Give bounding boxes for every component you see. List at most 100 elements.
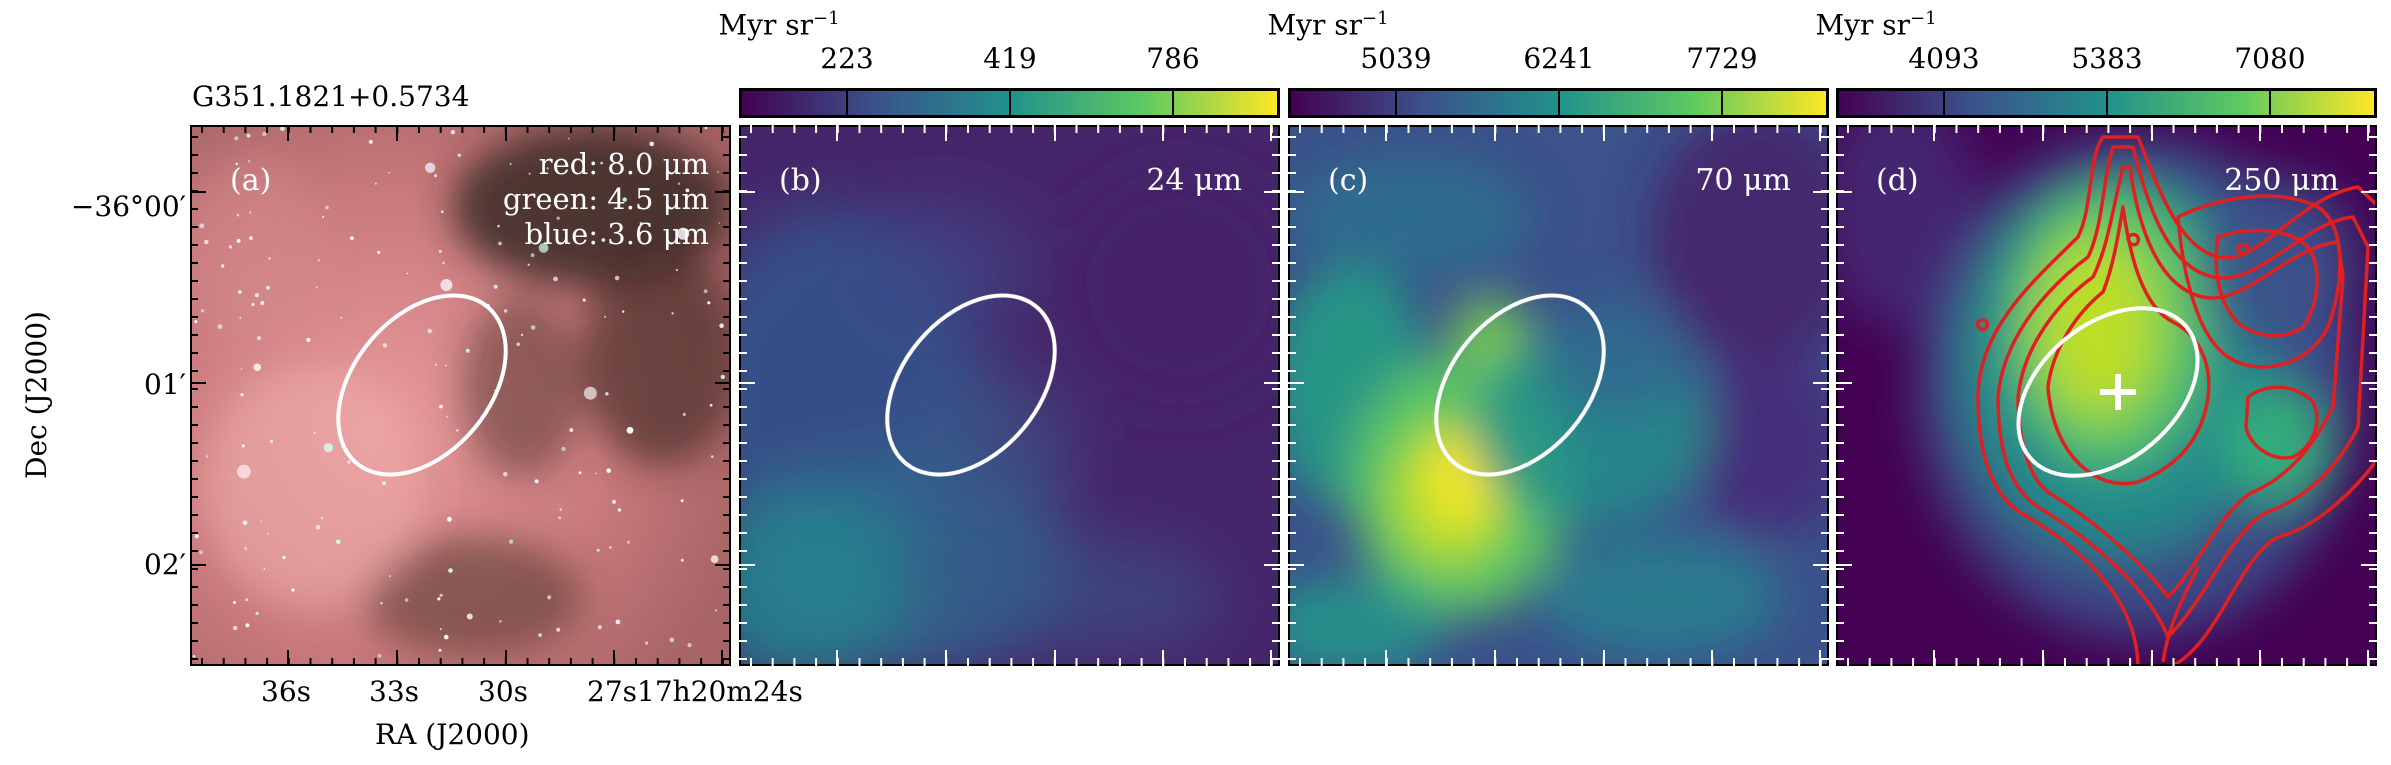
x-tick-label: 17h20m24s: [637, 675, 803, 708]
star: [569, 428, 574, 432]
x-tick-label: 36s: [261, 675, 311, 708]
star: [263, 568, 266, 570]
star: [323, 443, 334, 453]
star: [241, 444, 245, 448]
panel-tag: (c): [1328, 163, 1369, 198]
star: [614, 275, 620, 281]
star: [247, 160, 251, 163]
star: [583, 386, 597, 400]
aperture-ellipse: [2016, 306, 2200, 478]
star: [237, 464, 251, 479]
star: [499, 620, 502, 623]
colorbar-tick-label: 786: [1146, 42, 1200, 75]
star: [437, 597, 441, 601]
colorbar-tick-mark: [1721, 88, 1723, 118]
contour-lines: [1975, 135, 2375, 664]
colorbar-tick-mark: [1558, 88, 1560, 118]
colorbar-tick-label: 7729: [1686, 42, 1758, 75]
star: [425, 162, 436, 173]
star: [556, 627, 561, 632]
star: [315, 525, 321, 530]
colorbar-tick-mark: [1395, 88, 1397, 118]
star: [443, 634, 449, 640]
star: [438, 249, 442, 253]
colorbar-tick-mark: [1172, 88, 1174, 118]
star: [626, 540, 631, 544]
star: [497, 224, 500, 228]
colorbar-unit: Myr sr−1: [718, 8, 840, 42]
star: [612, 499, 616, 504]
star: [595, 472, 598, 475]
star: [685, 188, 690, 193]
star: [434, 363, 437, 366]
band-label: 250 μm: [2224, 163, 2339, 198]
star: [269, 439, 274, 444]
star: [606, 468, 611, 473]
star: [457, 153, 461, 157]
colorbar-tick-label: 223: [820, 42, 874, 75]
star: [368, 139, 373, 144]
star: [439, 628, 442, 631]
star: [388, 171, 390, 174]
star: [600, 161, 603, 165]
star: [232, 185, 235, 188]
star: [714, 609, 717, 612]
star: [257, 336, 261, 341]
star: [260, 301, 265, 305]
star: [192, 389, 193, 392]
star: [427, 328, 432, 334]
colorbar-tick-mark: [2269, 88, 2271, 118]
star: [682, 412, 686, 416]
star: [439, 593, 443, 597]
star: [317, 259, 321, 262]
star: [266, 532, 269, 535]
star: [201, 309, 205, 313]
star: [649, 141, 654, 147]
legend-blue: blue: 3.6 μm: [524, 217, 709, 251]
star: [254, 292, 260, 298]
star: [233, 601, 236, 604]
star: [192, 655, 196, 658]
star: [313, 432, 316, 434]
colorbar-unit: Myr sr−1: [1267, 8, 1389, 42]
star: [245, 623, 250, 628]
x-tick-label: 27s: [587, 675, 637, 708]
star: [237, 290, 242, 294]
source-ellipse-overlay: [336, 293, 508, 477]
star: [266, 285, 270, 290]
star: [315, 286, 318, 289]
star: [199, 223, 205, 229]
y-tick-label: −36°00′: [70, 190, 186, 223]
star: [205, 455, 209, 458]
star: [245, 598, 249, 602]
star: [240, 368, 243, 370]
colorbar-tick-mark: [1943, 88, 1945, 118]
star: [244, 547, 247, 550]
star: [439, 404, 443, 409]
panel-tag: (b): [779, 163, 822, 198]
star: [601, 238, 606, 242]
star: [246, 133, 251, 138]
star: [516, 342, 520, 347]
star: [236, 238, 241, 243]
panel-tag: (d): [1876, 163, 1919, 198]
star: [704, 127, 708, 130]
x-axis-title: RA (J2000): [375, 718, 530, 751]
source-name: G351.1821+0.5734: [192, 80, 470, 113]
legend-green: green: 4.5 μm: [502, 182, 709, 216]
star: [680, 558, 684, 562]
rgb-composite-image: [192, 127, 729, 664]
star: [617, 508, 622, 512]
star: [340, 316, 343, 319]
star: [347, 460, 351, 464]
star: [578, 471, 582, 475]
star: [675, 269, 678, 272]
star: [582, 298, 586, 302]
star: [609, 546, 612, 549]
star: [639, 222, 643, 225]
star: [466, 613, 473, 620]
star: [235, 162, 239, 166]
y-tick-label: 02′: [144, 548, 186, 581]
x-tick-label: 33s: [369, 675, 419, 708]
